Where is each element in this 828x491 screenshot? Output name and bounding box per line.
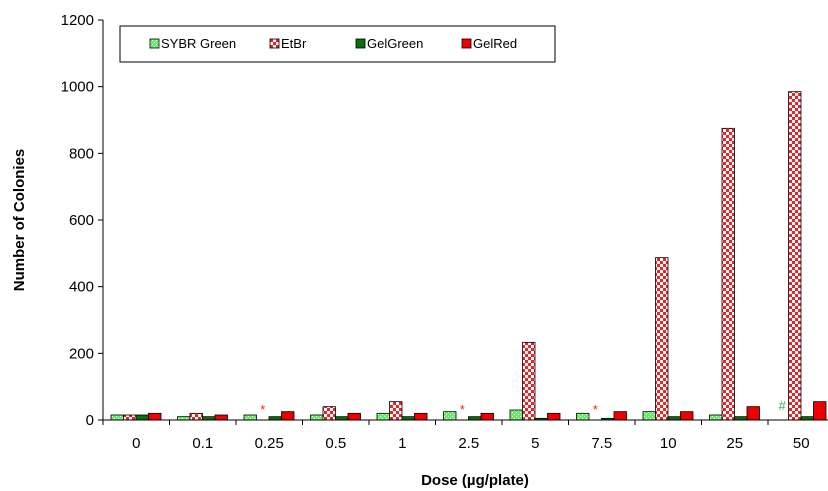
bar-sybr-green bbox=[642, 411, 656, 421]
bar-sybr-green bbox=[376, 412, 390, 421]
bar-gelred bbox=[813, 401, 827, 421]
x-tick-label: 1 bbox=[398, 435, 406, 452]
bar-etbr bbox=[389, 401, 403, 421]
legend-swatch bbox=[149, 38, 160, 49]
bar-etbr bbox=[189, 412, 203, 421]
legend: SYBR Green EtBr GelGreen GelRed bbox=[119, 25, 556, 63]
y-ticks: 0 200 400 600 800 1000 1200 bbox=[61, 12, 103, 429]
legend-label: GelRed bbox=[473, 36, 517, 51]
bar-etbr bbox=[123, 414, 137, 421]
annotations-layer: * * * # bbox=[260, 398, 786, 417]
x-tick-label: 50 bbox=[793, 435, 810, 452]
y-tick-label: 200 bbox=[69, 345, 94, 362]
x-tick-label: 25 bbox=[726, 435, 743, 452]
legend-box bbox=[119, 25, 556, 63]
bar-gelred bbox=[680, 411, 694, 421]
x-tick-label: 10 bbox=[660, 435, 677, 452]
bar-sybr-green bbox=[443, 411, 457, 421]
x-tick-label: 0 bbox=[132, 435, 140, 452]
x-tick-label: 0.5 bbox=[325, 435, 346, 452]
y-tick-label: 1000 bbox=[61, 79, 94, 96]
bar-gelred bbox=[214, 414, 228, 421]
bar-sybr-green bbox=[576, 412, 590, 421]
legend-swatch bbox=[269, 38, 280, 49]
bar-gelred bbox=[547, 412, 561, 421]
bar-etbr bbox=[522, 341, 536, 421]
x-tick-label: 2.5 bbox=[458, 435, 479, 452]
x-ticks: 0 0.1 0.25 0.5 1 2.5 5 7.5 10 25 50 bbox=[102, 420, 810, 452]
bar-annotation-marker: # bbox=[779, 398, 787, 413]
bar-gelred bbox=[281, 411, 295, 421]
bar-gelred bbox=[613, 411, 627, 421]
bar-sybr-green bbox=[310, 414, 324, 421]
bar-gelred bbox=[347, 412, 361, 421]
bar-gelred bbox=[414, 412, 428, 421]
bar-annotation-marker: * bbox=[260, 402, 265, 417]
y-tick-label: 400 bbox=[69, 279, 94, 296]
y-tick-label: 600 bbox=[69, 212, 94, 229]
legend-label: EtBr bbox=[281, 36, 307, 51]
legend-label: GelGreen bbox=[367, 36, 423, 51]
x-tick-label: 0.25 bbox=[255, 435, 284, 452]
x-tick-label: 0.1 bbox=[192, 435, 213, 452]
y-tick-label: 0 bbox=[86, 412, 94, 429]
bar-annotation-marker: * bbox=[593, 402, 598, 417]
bar-sybr-green bbox=[709, 414, 723, 421]
bar-etbr bbox=[788, 91, 802, 421]
bar-gelred bbox=[148, 412, 162, 421]
y-tick-label: 1200 bbox=[61, 12, 94, 29]
bar-sybr-green bbox=[509, 409, 523, 421]
bar-gelred bbox=[746, 406, 760, 421]
x-tick-label: 5 bbox=[531, 435, 539, 452]
bar-sybr-green bbox=[243, 414, 257, 421]
bar-etbr bbox=[721, 127, 735, 421]
bar-etbr bbox=[655, 257, 669, 421]
bar-sybr-green bbox=[110, 414, 124, 421]
bar-gelgreen bbox=[135, 414, 149, 421]
bar-etbr bbox=[322, 406, 336, 421]
x-tick-label: 7.5 bbox=[591, 435, 612, 452]
bar-annotation-marker: * bbox=[460, 402, 465, 417]
y-tick-label: 800 bbox=[69, 145, 94, 162]
legend-swatch bbox=[461, 38, 472, 49]
y-axis-title: Number of Colonies bbox=[11, 149, 28, 292]
bars-layer bbox=[110, 91, 827, 421]
legend-swatch bbox=[355, 38, 366, 49]
x-axis-title: Dose (µg/plate) bbox=[421, 472, 529, 489]
legend-label: SYBR Green bbox=[161, 36, 236, 51]
bar-gelred bbox=[480, 412, 494, 421]
